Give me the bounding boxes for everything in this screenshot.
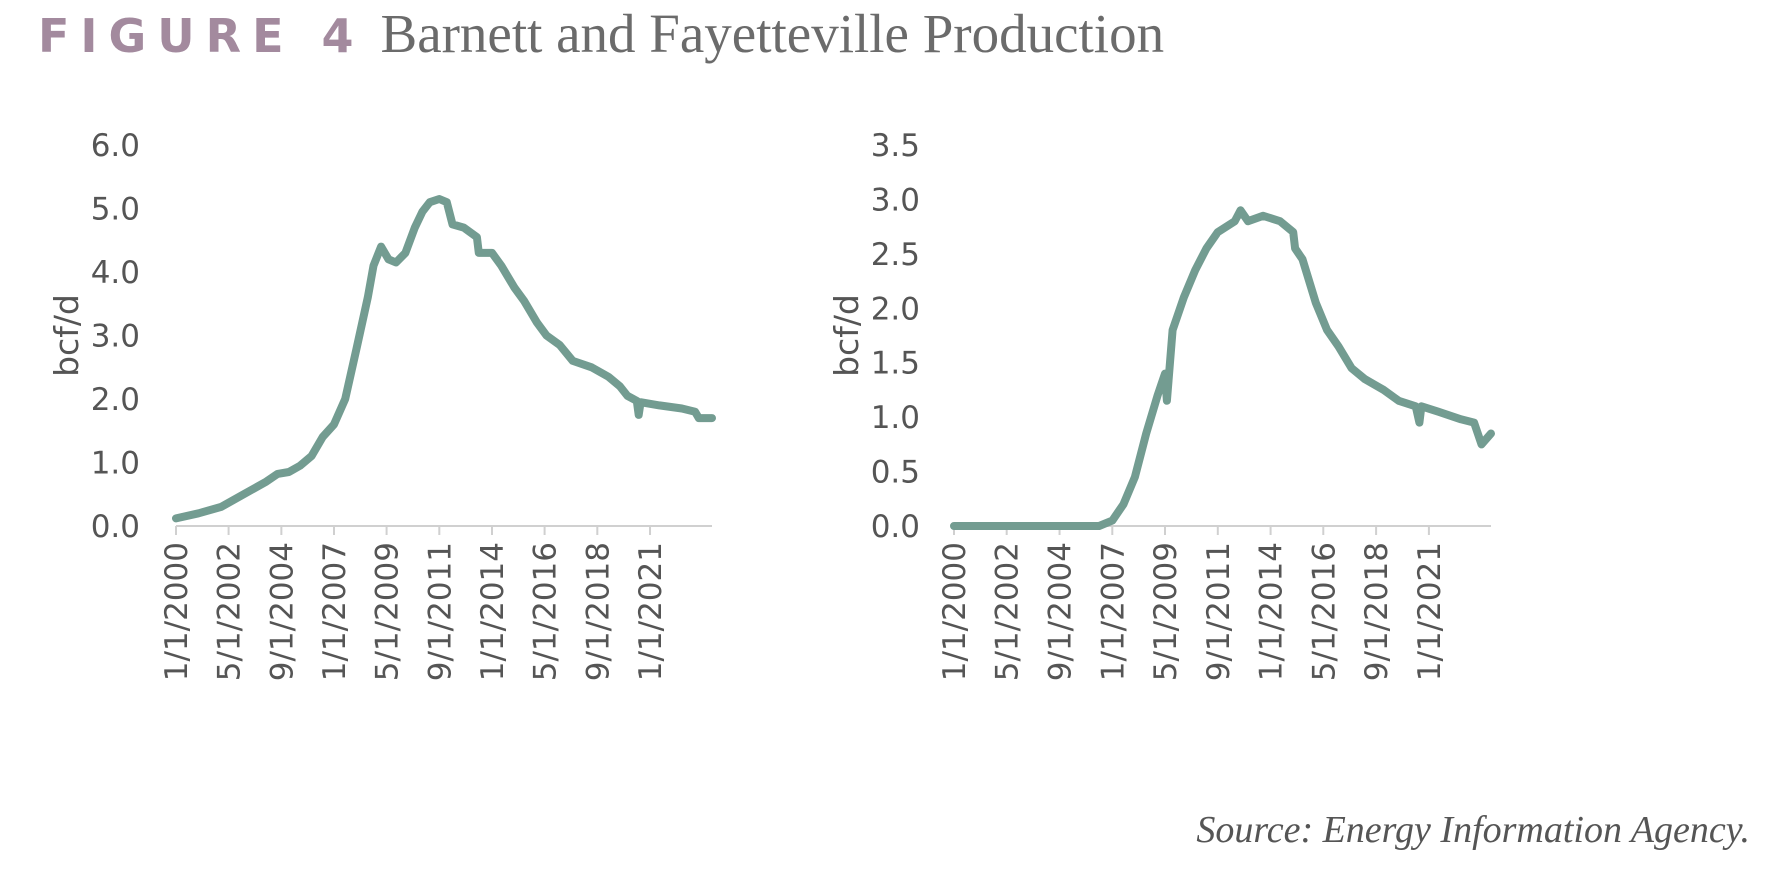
x-tick-label: 5/1/2016 xyxy=(528,542,564,681)
y-tick-label: 3.5 xyxy=(871,128,920,164)
x-tick-label: 1/1/2000 xyxy=(937,542,973,681)
x-tick-label: 5/1/2009 xyxy=(1148,542,1184,681)
fayetteville-production-chart: 0.0 0.5 1.0 1.5 2.0 2.5 3.0 3.5 1/1/2000 5/1/2002… xyxy=(827,128,1495,681)
x-tick-label: 9/1/2004 xyxy=(264,542,300,681)
y-axis-title: bcf/d xyxy=(47,294,86,377)
y-tick-label: 0.5 xyxy=(871,455,920,491)
y-tick-label: 2.5 xyxy=(871,237,920,273)
y-tick-label: 2.0 xyxy=(91,382,140,418)
x-tick-label: 5/1/2002 xyxy=(212,542,248,681)
y-tick-label: 3.0 xyxy=(871,182,920,218)
x-tick-label: 1/1/2007 xyxy=(317,542,353,681)
y-tick-label: 0.0 xyxy=(871,509,920,545)
source-note: Source: Energy Information Agency. xyxy=(1196,809,1750,851)
x-tick-label: 5/1/2002 xyxy=(990,542,1026,681)
y-tick-label: 1.0 xyxy=(91,446,140,482)
x-tick-label: 1/1/2000 xyxy=(159,542,195,681)
x-tick-label: 1/1/2021 xyxy=(633,542,669,681)
barnett-production-chart: 0.0 1.0 2.0 3.0 4.0 5.0 6.0 1/1/2000 5/1/2002 9/1… xyxy=(47,128,716,681)
figure-header: FIGURE 4 Barnett and Fayetteville Produc… xyxy=(38,2,1164,72)
x-tick-label: 9/1/2018 xyxy=(1359,542,1395,681)
y-tick-label: 2.0 xyxy=(871,291,920,327)
x-tick-label: 9/1/2018 xyxy=(580,542,616,681)
y-tick-label: 1.5 xyxy=(871,346,920,382)
y-tick-label: 5.0 xyxy=(91,192,140,228)
x-tick-label: 9/1/2011 xyxy=(422,542,458,681)
y-axis-title: bcf/d xyxy=(827,294,866,377)
x-tick-label: 9/1/2011 xyxy=(1201,542,1237,681)
x-tick-label: 1/1/2007 xyxy=(1095,542,1131,681)
x-tick-label: 1/1/2021 xyxy=(1412,542,1448,681)
y-tick-label: 1.0 xyxy=(871,400,920,436)
figure-number: FIGURE 4 xyxy=(38,9,365,63)
figure-title: Barnett and Fayetteville Production xyxy=(380,3,1165,64)
series-line xyxy=(172,195,716,523)
x-tick-label: 5/1/2016 xyxy=(1306,542,1342,681)
x-tick-label: 1/1/2014 xyxy=(1254,542,1290,681)
x-tick-label: 1/1/2014 xyxy=(475,542,511,681)
series-line xyxy=(950,206,1495,530)
y-tick-label: 0.0 xyxy=(91,509,140,545)
y-tick-label: 3.0 xyxy=(91,319,140,355)
y-tick-label: 4.0 xyxy=(91,255,140,291)
x-tick-label: 5/1/2009 xyxy=(370,542,406,681)
x-tick-label: 9/1/2004 xyxy=(1043,542,1079,681)
y-tick-label: 6.0 xyxy=(91,128,140,164)
